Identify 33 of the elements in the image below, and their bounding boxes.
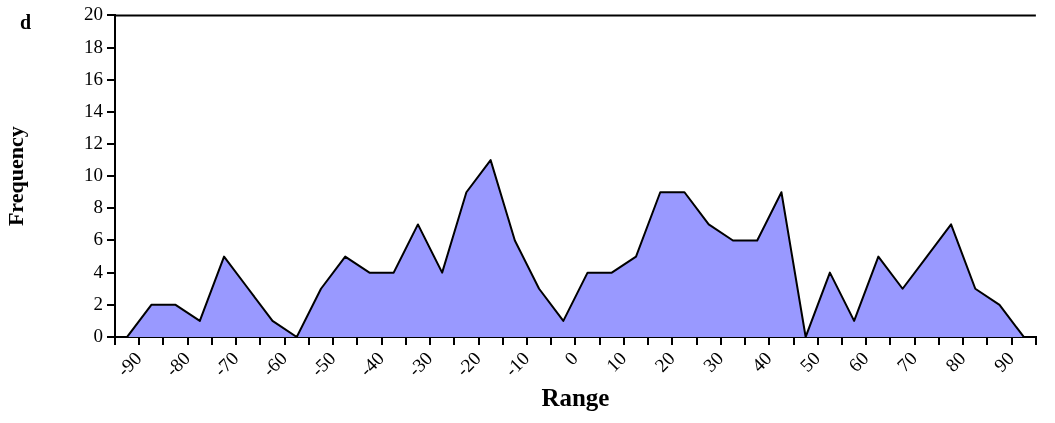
y-tick-label: 16 bbox=[84, 67, 103, 89]
x-tick-label: -10 bbox=[500, 347, 534, 381]
x-tick-label: 0 bbox=[560, 347, 582, 370]
x-tick-label: -80 bbox=[161, 347, 195, 381]
x-tick-label: 60 bbox=[844, 347, 873, 376]
x-tick-label: -30 bbox=[403, 347, 437, 381]
x-tick-label: -60 bbox=[258, 347, 291, 381]
x-tick-label: 50 bbox=[795, 347, 825, 376]
y-tick-label: 2 bbox=[93, 292, 103, 314]
y-tick-label: 6 bbox=[93, 228, 103, 250]
x-tick-label: -70 bbox=[209, 347, 243, 381]
x-axis-title: Range bbox=[541, 384, 610, 412]
x-tick-label: -40 bbox=[355, 347, 388, 381]
y-tick-label: 20 bbox=[84, 3, 103, 25]
y-tick-label: 10 bbox=[84, 164, 103, 186]
y-tick-label: 18 bbox=[84, 35, 103, 57]
y-tick-label: 0 bbox=[93, 324, 103, 346]
x-tick-label: 70 bbox=[892, 347, 922, 376]
y-axis-title: Frequency bbox=[2, 126, 28, 227]
text: d bbox=[20, 11, 32, 34]
y-tick-label: 14 bbox=[84, 99, 104, 121]
y-tick-label: 12 bbox=[84, 132, 103, 154]
x-tick-label: -90 bbox=[112, 347, 146, 381]
x-tick-label: 90 bbox=[989, 347, 1018, 376]
x-tick-label: -20 bbox=[452, 347, 485, 381]
y-tick-label: 8 bbox=[93, 196, 103, 218]
x-tick-label: -50 bbox=[306, 347, 340, 381]
x-tick-label: 20 bbox=[650, 347, 679, 376]
x-tick-label: 10 bbox=[601, 347, 631, 376]
y-tick-label: 4 bbox=[93, 260, 104, 282]
x-tick-label: 30 bbox=[698, 347, 728, 376]
x-tick-label: 80 bbox=[941, 347, 970, 376]
x-tick-label: 40 bbox=[747, 347, 776, 376]
